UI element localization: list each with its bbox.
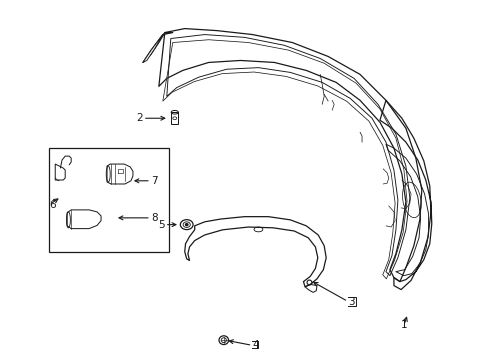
Text: 7: 7 (151, 176, 157, 186)
Text: 3: 3 (347, 297, 354, 306)
Polygon shape (142, 35, 163, 62)
Text: 4: 4 (252, 340, 259, 350)
Text: 2: 2 (136, 113, 142, 123)
Text: 8: 8 (151, 213, 157, 223)
Text: 6: 6 (49, 200, 56, 210)
Bar (171, 112, 178, 124)
Ellipse shape (185, 224, 187, 226)
Text: 5: 5 (158, 220, 164, 230)
Text: 1: 1 (400, 320, 407, 330)
